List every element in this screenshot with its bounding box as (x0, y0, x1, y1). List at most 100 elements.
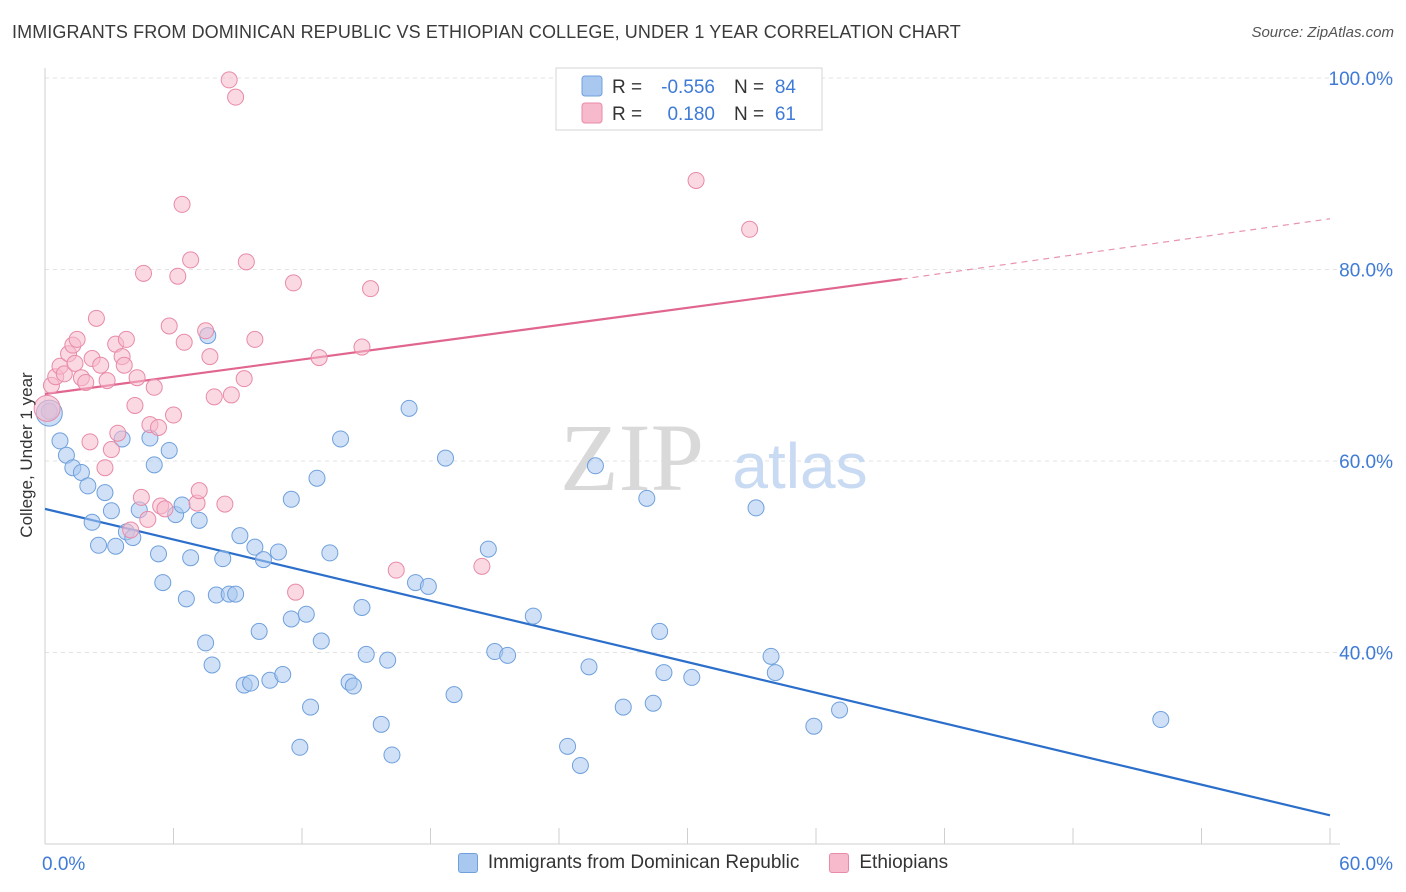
data-point-dominican (571, 756, 589, 774)
data-point-ethiopians (175, 333, 193, 351)
data-point-ethiopians (190, 482, 208, 500)
watermark: ZIP atlas (560, 404, 868, 511)
data-point-dominican (683, 668, 701, 686)
legend-r-value-2: 0.180 (667, 104, 715, 125)
data-point-dominican (524, 607, 542, 625)
data-point-ethiopians (128, 369, 146, 387)
legend-n-label-2: N = (734, 104, 764, 125)
series-ethiopian-points (33, 71, 759, 601)
y-tick-label: 80.0% (1339, 261, 1393, 282)
data-point-dominican (102, 502, 120, 520)
data-point-ethiopians (102, 441, 120, 459)
data-point-dominican (436, 449, 454, 467)
legend-item-dominican[interactable]: Immigrants from Dominican Republic (457, 852, 799, 874)
data-point-dominican (383, 746, 401, 764)
data-point-dominican (302, 698, 320, 716)
data-point-ethiopians (87, 309, 105, 327)
data-point-dominican (445, 686, 463, 704)
data-point-dominican (614, 698, 632, 716)
data-point-dominican (559, 737, 577, 755)
data-point-dominican (831, 701, 849, 719)
x-tick-label: 60.0% (1339, 854, 1393, 875)
data-point-dominican (282, 610, 300, 628)
data-point-dominican (1152, 711, 1170, 729)
data-point-ethiopians (246, 330, 264, 348)
data-point-ethiopians (205, 388, 223, 406)
data-point-ethiopians (353, 338, 371, 356)
data-point-dominican (379, 651, 397, 669)
y-tick-label: 40.0% (1339, 644, 1393, 665)
data-point-dominican (332, 430, 350, 448)
data-point-ethiopians (160, 317, 178, 335)
legend-swatch-dominican (457, 853, 478, 873)
y-axis-label: College, Under 1 year (17, 372, 36, 538)
data-point-ethiopians (109, 424, 127, 442)
data-point-dominican (160, 441, 178, 459)
data-point-ethiopians (96, 459, 114, 477)
data-point-dominican (644, 694, 662, 712)
data-point-dominican (190, 511, 208, 529)
stats-legend: R = -0.556 N = 84 R = 0.180 N = 61 (555, 67, 823, 131)
data-point-dominican (227, 585, 245, 603)
data-point-dominican (291, 738, 309, 756)
data-point-dominican (651, 622, 669, 640)
data-point-ethiopians (473, 557, 491, 575)
data-point-dominican (231, 527, 249, 545)
legend-item-ethiopians[interactable]: Ethiopians (829, 852, 948, 874)
trend-line-ethiopians-extension (901, 218, 1331, 280)
legend-swatch-pink (581, 102, 603, 124)
data-point-dominican (83, 513, 101, 531)
legend-n-label-1: N = (734, 77, 764, 98)
data-point-ethiopians (145, 378, 163, 396)
data-point-dominican (308, 469, 326, 487)
data-point-dominican (580, 658, 598, 676)
data-point-dominican (297, 605, 315, 623)
data-point-dominican (372, 715, 390, 733)
data-point-ethiopians (115, 356, 133, 374)
gridlines (45, 77, 1394, 653)
data-point-ethiopians (117, 330, 135, 348)
data-point-ethiopians (77, 373, 95, 391)
y-tick-labels: 40.0% 60.0% 80.0% 100.0% (1329, 69, 1394, 665)
data-point-ethiopians (216, 495, 234, 513)
legend-r-label-1: R = (612, 77, 642, 98)
data-point-dominican (154, 574, 172, 592)
data-point-ethiopians (182, 251, 200, 269)
data-point-dominican (321, 544, 339, 562)
data-point-ethiopians (220, 71, 238, 89)
y-tick-label: 60.0% (1339, 452, 1393, 473)
data-point-ethiopians (201, 348, 219, 366)
y-tick-label: 100.0% (1329, 69, 1394, 90)
chart-title: IMMIGRANTS FROM DOMINICAN REPUBLIC VS ET… (12, 22, 961, 42)
data-point-dominican (242, 674, 260, 692)
data-point-dominican (400, 399, 418, 417)
data-point-dominican (762, 647, 780, 665)
data-point-dominican (96, 484, 114, 502)
data-point-dominican (638, 489, 656, 507)
legend-r-value-1: -0.556 (661, 77, 715, 98)
data-point-dominican (246, 538, 264, 556)
data-point-ethiopians (222, 386, 240, 404)
data-point-ethiopians (287, 583, 305, 601)
data-point-ethiopians (135, 264, 153, 282)
data-point-ethiopians (92, 356, 110, 374)
data-point-ethiopians (687, 171, 705, 189)
axes (44, 68, 1340, 845)
data-point-dominican (282, 490, 300, 508)
trend-line-dominican (44, 507, 1331, 817)
data-point-ethiopians (132, 488, 150, 506)
data-point-dominican (479, 540, 497, 558)
data-point-dominican (344, 677, 362, 695)
bottom-legend: Immigrants from Dominican Republic Ethio… (0, 852, 1406, 874)
data-point-ethiopians (169, 267, 187, 285)
data-point-ethiopians (227, 88, 245, 106)
data-point-dominican (79, 477, 97, 495)
data-point-dominican (357, 645, 375, 663)
data-point-dominican (766, 664, 784, 682)
data-point-ethiopians (310, 349, 328, 367)
data-point-ethiopians (173, 195, 191, 213)
data-point-dominican (419, 577, 437, 595)
data-point-ethiopians (68, 330, 86, 348)
data-point-dominican (51, 432, 69, 450)
